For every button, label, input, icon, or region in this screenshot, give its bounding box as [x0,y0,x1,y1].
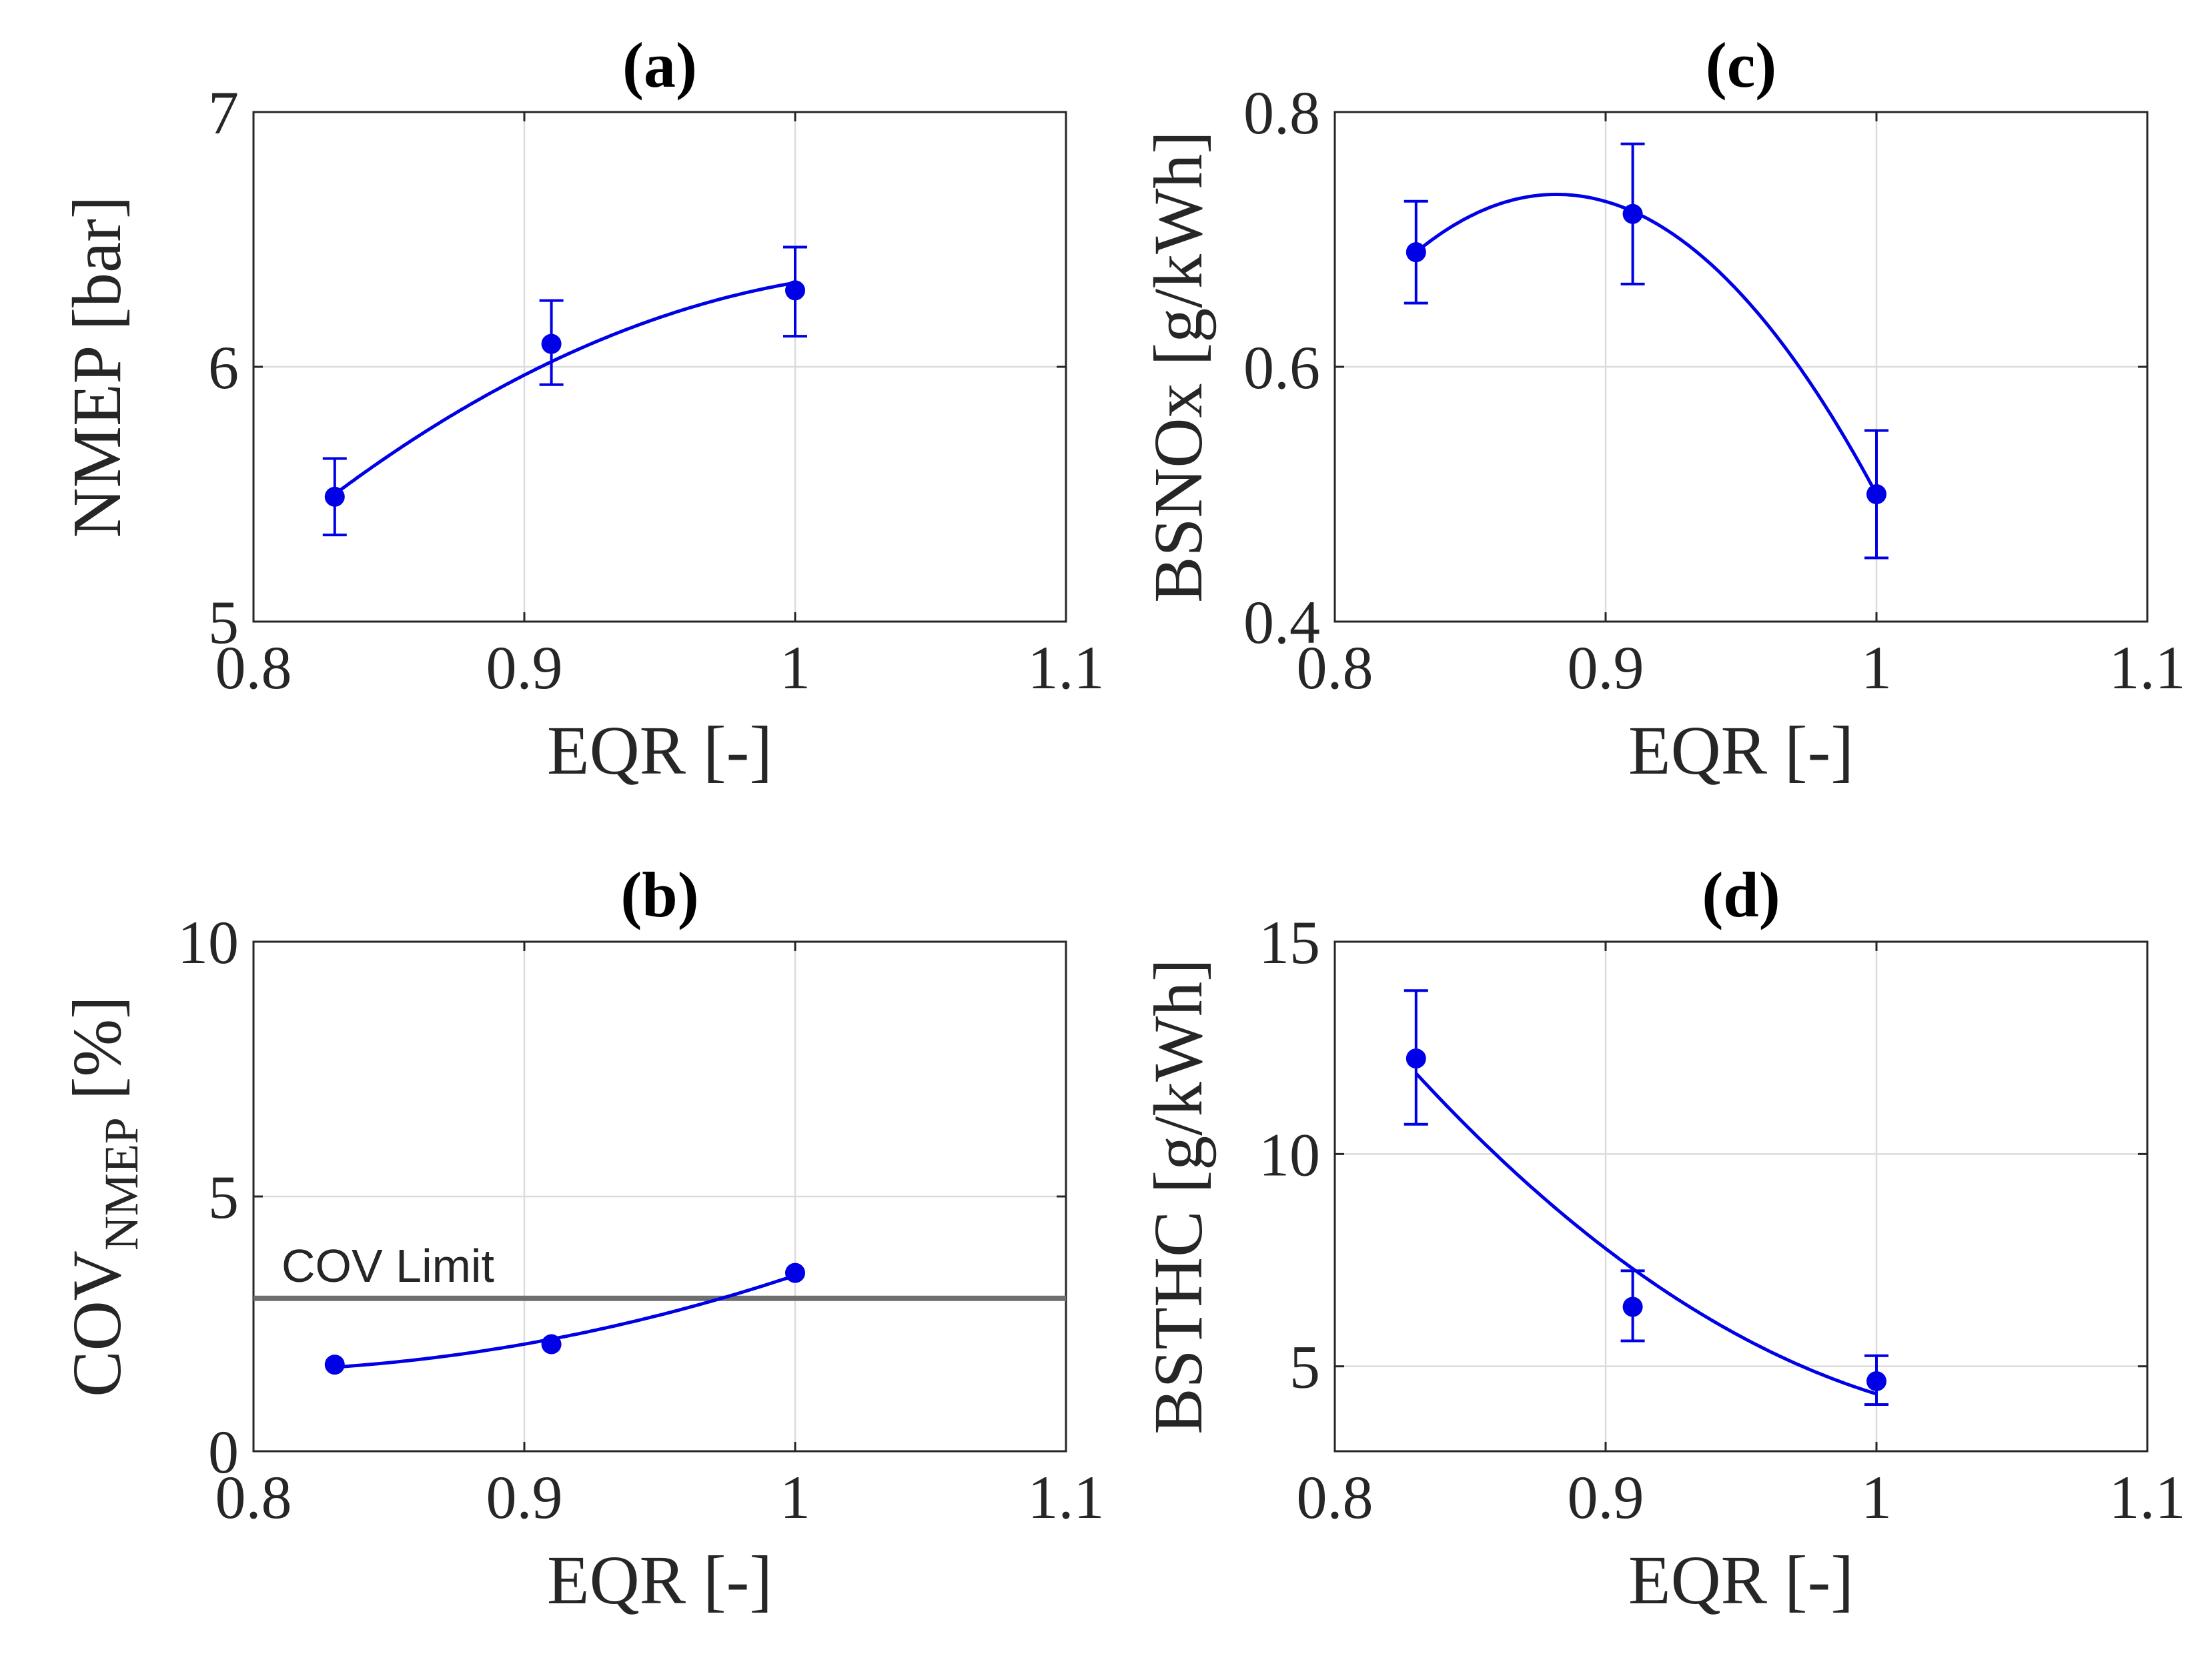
chart-panel-a: 0.8 0.9 1 1.1 5 6 7 (a) EQR [-] NMEP [bar] [59,29,1105,789]
x-tick-label: 0.9 [486,634,563,702]
data-point [785,280,805,301]
x-axis-title: EQR [-] [1628,1542,1854,1619]
x-axis-title: EQR [-] [1628,712,1854,789]
data-point [541,1334,562,1355]
x-tick-label: 0.8 [215,1463,292,1531]
y-tick-label: 15 [1259,908,1320,976]
x-tick-label: 1.1 [2109,634,2186,702]
y-tick-label: 0.4 [1243,588,1320,656]
y-tick-label: 0.6 [1243,333,1320,401]
y-axis-title: BSNOx [g/kWh] [1140,131,1217,603]
data-point [541,333,562,354]
chart-panel-d: 0.8 0.9 1 1.1 5 10 15 (d) EQR [-] BSTHC [g/kWh] [1140,859,2186,1619]
data-point [1622,203,1643,224]
x-tick-label: 1.1 [2109,1463,2186,1531]
x-tick-label: 0.8 [1297,634,1373,702]
x-tick-label: 1 [780,634,810,702]
y-tick-label: 10 [177,908,239,976]
data-point [324,1355,345,1375]
data-point [1406,242,1426,263]
axes-frame [1333,940,2149,1453]
data-point [1866,1371,1886,1391]
data-point [1866,484,1886,504]
y-tick-label: 10 [1259,1120,1320,1188]
x-tick-label: 1 [780,1463,810,1531]
y-tick-label: 7 [208,79,239,147]
y-axis-title-unit: [%] [59,996,135,1117]
y-axis-title: BSTHC [g/kWh] [1140,958,1217,1435]
data-point [1622,1297,1643,1317]
panel-title: (a) [622,29,697,101]
data-point [785,1263,805,1283]
x-axis-title: EQR [-] [547,712,772,789]
data-point [324,486,345,507]
chart-panel-b: 0.8 0.9 1 1.1 0 5 10 (b) EQR [-] COVNMEP [%] COV L… [59,859,1105,1619]
y-tick-label: 0 [208,1418,239,1486]
x-tick-label: 0.8 [1297,1463,1373,1531]
x-tick-label: 0.9 [1568,1463,1644,1531]
y-tick-label: 0.8 [1243,79,1320,147]
y-axis-title-subscript: NMEP [95,1117,148,1250]
y-tick-label: 6 [208,333,239,401]
x-axis-title: EQR [-] [547,1542,772,1619]
data-point [1406,1048,1426,1069]
x-tick-label: 1 [1861,634,1892,702]
panel-title: (c) [1706,29,1777,101]
y-tick-label: 5 [208,1163,239,1231]
fit-curve [334,1274,796,1369]
panel-title: (d) [1702,859,1780,930]
x-tick-label: 0.8 [215,634,292,702]
fit-curve [334,281,796,496]
fit-curve [1414,1072,1877,1396]
x-tick-label: 0.9 [1568,634,1644,702]
y-axis-title: COVNMEP [%] [59,996,148,1397]
x-tick-label: 1 [1861,1463,1892,1531]
y-tick-label: 5 [208,588,239,656]
x-tick-label: 1.1 [1028,1463,1105,1531]
cov-limit-label: COV Limit [282,1240,494,1292]
panel-title: (b) [620,859,698,930]
y-axis-title-main: COV [59,1250,135,1397]
fit-curve [1415,193,1878,496]
y-tick-label: 5 [1289,1333,1320,1401]
x-tick-label: 0.9 [486,1463,563,1531]
chart-panel-c: 0.8 0.9 1 1.1 0.4 0.6 0.8 (c) EQR [-] BSNOx [g/kW… [1140,29,2186,789]
y-axis-title: NMEP [bar] [59,195,135,538]
x-tick-label: 1.1 [1028,634,1105,702]
